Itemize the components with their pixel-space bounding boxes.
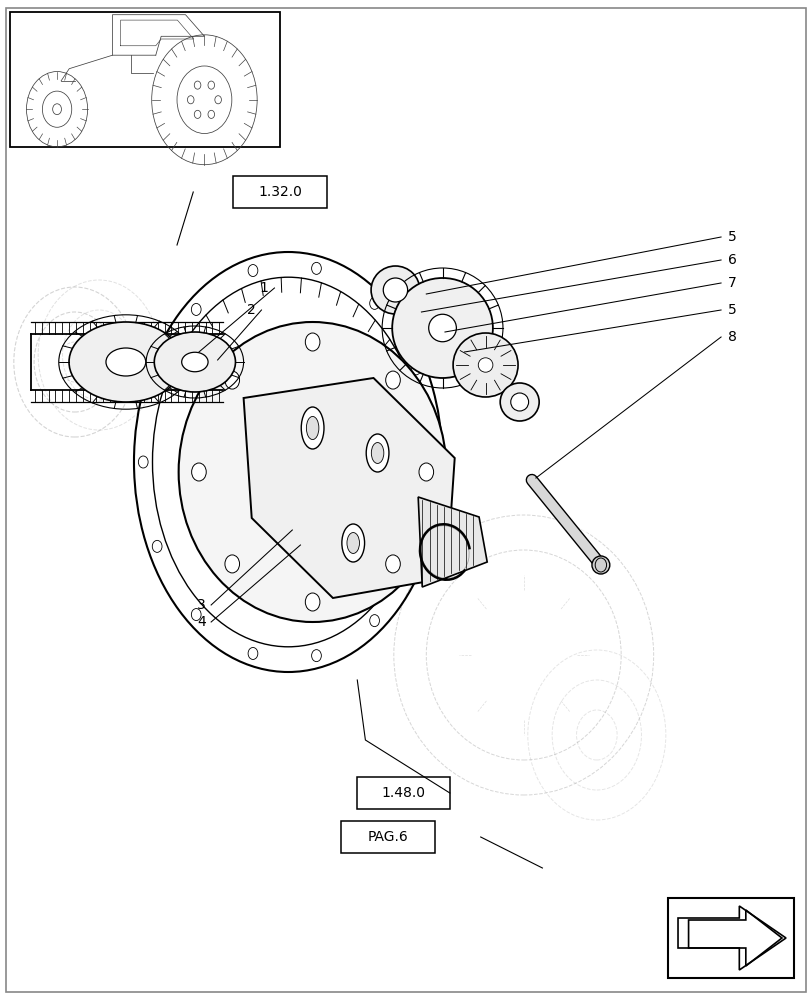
Text: 5: 5	[727, 303, 736, 317]
Ellipse shape	[178, 322, 446, 622]
Text: 6: 6	[727, 253, 736, 267]
Ellipse shape	[510, 393, 528, 411]
Circle shape	[305, 593, 320, 611]
Bar	[667, 898, 793, 978]
Ellipse shape	[366, 434, 388, 472]
Polygon shape	[418, 497, 487, 587]
Circle shape	[225, 555, 239, 573]
Bar	[341, 821, 435, 853]
Circle shape	[418, 463, 433, 481]
Bar	[10, 12, 280, 147]
Text: 4: 4	[197, 615, 205, 629]
Ellipse shape	[306, 416, 319, 440]
Ellipse shape	[341, 524, 364, 562]
Circle shape	[385, 371, 400, 389]
Ellipse shape	[69, 322, 182, 402]
Ellipse shape	[453, 333, 517, 397]
Text: 1.32.0: 1.32.0	[258, 185, 302, 199]
Ellipse shape	[301, 407, 324, 449]
Ellipse shape	[182, 352, 208, 372]
Bar	[233, 176, 326, 208]
Text: 8: 8	[727, 330, 736, 344]
Ellipse shape	[383, 278, 407, 302]
Text: 1: 1	[260, 281, 268, 295]
Ellipse shape	[371, 443, 384, 463]
Text: 1.48.0: 1.48.0	[381, 786, 425, 800]
Ellipse shape	[346, 533, 359, 553]
Text: 3: 3	[197, 598, 205, 612]
Circle shape	[191, 463, 206, 481]
Ellipse shape	[105, 348, 146, 376]
Text: 7: 7	[727, 276, 736, 290]
Ellipse shape	[500, 383, 539, 421]
Text: 5: 5	[727, 230, 736, 244]
Circle shape	[385, 555, 400, 573]
Ellipse shape	[478, 358, 492, 372]
Ellipse shape	[591, 556, 609, 574]
Ellipse shape	[392, 278, 492, 378]
Text: PAG.6: PAG.6	[367, 830, 408, 844]
Bar	[356, 777, 449, 809]
Circle shape	[225, 371, 239, 389]
Text: 2: 2	[247, 303, 255, 317]
Ellipse shape	[154, 332, 235, 392]
Ellipse shape	[428, 314, 456, 342]
Polygon shape	[243, 378, 454, 598]
Circle shape	[305, 333, 320, 351]
Ellipse shape	[371, 266, 419, 314]
